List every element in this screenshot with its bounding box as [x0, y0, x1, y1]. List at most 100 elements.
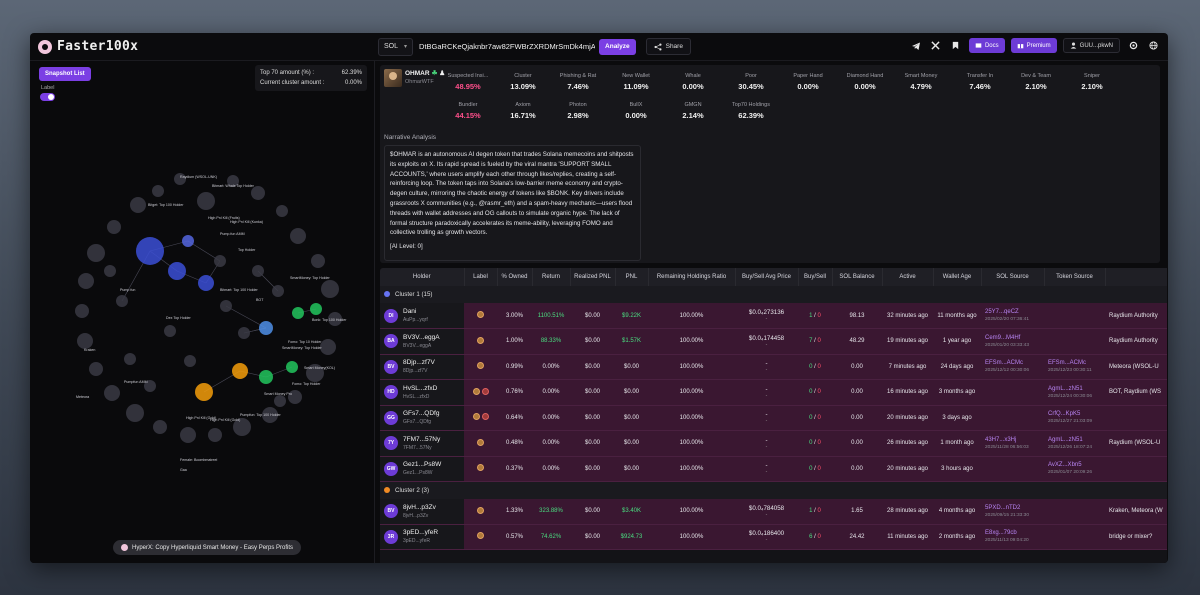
column-header[interactable]: Label	[464, 268, 498, 286]
holder-address[interactable]: 7FM7...57Ny	[403, 444, 432, 451]
column-header[interactable]: Return	[532, 268, 571, 286]
holder-bubble[interactable]	[195, 383, 213, 401]
column-header[interactable]: Token Source	[1044, 268, 1106, 286]
holder-bubble[interactable]	[116, 295, 128, 307]
holder-bubble[interactable]	[214, 255, 226, 267]
holder-bubble[interactable]	[220, 300, 232, 312]
column-header[interactable]: SOL Balance	[832, 268, 883, 286]
column-header[interactable]: Remaining Holdings Ratio	[648, 268, 736, 286]
holder-address[interactable]: Gez1...Ps8W	[403, 470, 433, 477]
holder-bubble[interactable]	[208, 428, 222, 442]
holder-name[interactable]: Dani	[403, 308, 417, 315]
sol-source-link[interactable]: Cem9...M4Hf	[985, 334, 1021, 341]
holder-bubble[interactable]	[182, 235, 194, 247]
holder-bubble[interactable]	[292, 307, 304, 319]
contract-address-input[interactable]	[419, 37, 596, 56]
holder-name[interactable]: 3pED...yfeR	[403, 529, 439, 537]
token-source-link[interactable]: AvXZ...Xbn5	[1048, 462, 1082, 469]
holder-bubble[interactable]	[144, 380, 156, 392]
holder-bubble[interactable]	[288, 390, 302, 404]
share-button[interactable]: Share	[645, 38, 691, 55]
cluster-row[interactable]: Cluster 1 (15)	[380, 286, 1167, 303]
holder-bubble[interactable]	[311, 254, 325, 268]
table-row[interactable]: GW Gez1...Ps8W Gez1...Ps8W 0.37% 0.00% $0.00 $…	[380, 456, 1167, 482]
premium-button[interactable]: Premium	[1010, 38, 1057, 53]
holder-bubble[interactable]	[104, 385, 120, 401]
analyze-button[interactable]: Analyze	[599, 38, 636, 55]
chain-select[interactable]: SOL ▾	[378, 37, 414, 56]
token-source-link[interactable]: EFSm...ACMc	[1048, 360, 1087, 367]
holder-bubble[interactable]	[328, 312, 342, 326]
holder-bubble[interactable]	[227, 175, 239, 187]
holder-name[interactable]: BV3V...eggA	[403, 333, 440, 341]
holder-name[interactable]: GFs7...QDfg	[403, 410, 440, 418]
holder-address[interactable]: GFs7...QDfg	[403, 419, 432, 426]
holder-bubble[interactable]	[238, 327, 250, 339]
holder-address[interactable]: 3pED...yfeR	[403, 538, 430, 545]
globe-icon[interactable]	[1146, 39, 1160, 53]
table-row[interactable]: BV 8jvH...p3Zv 8jvH...p3Zv 1.33% 323.88% $0.0…	[380, 498, 1167, 524]
holder-bubble[interactable]	[153, 420, 167, 434]
telegram-icon[interactable]	[909, 39, 923, 53]
holder-bubble[interactable]	[320, 339, 336, 355]
column-header[interactable]: Active	[882, 268, 934, 286]
token-source-link[interactable]: AgmL...zN51	[1048, 385, 1083, 392]
holder-bubble[interactable]	[75, 304, 89, 318]
holder-bubble[interactable]	[233, 418, 251, 436]
holder-bubble[interactable]	[130, 197, 146, 213]
table-row[interactable]: BA BV3V...eggA BV3V...eggA 1.00% 88.33% $0.00…	[380, 328, 1167, 354]
holder-address[interactable]: AuPp...yqrf	[403, 317, 428, 323]
docs-button[interactable]: Docs	[968, 38, 1005, 53]
holder-bubble[interactable]	[276, 205, 288, 217]
logo[interactable]: Faster100x	[38, 39, 378, 54]
holder-bubble[interactable]	[89, 362, 103, 376]
holder-bubble[interactable]	[321, 280, 339, 298]
sol-source-link[interactable]: 43H7...x3Hj	[985, 436, 1017, 443]
holder-bubble[interactable]	[180, 427, 196, 443]
holder-bubble[interactable]	[259, 321, 273, 335]
column-header[interactable]: PNL	[615, 268, 649, 286]
holder-bubble[interactable]	[78, 273, 94, 289]
holder-bubble[interactable]	[104, 265, 116, 277]
holder-bubble[interactable]	[251, 186, 265, 200]
sol-source-link[interactable]: E8xg...79cb	[985, 530, 1017, 537]
token-source-link[interactable]: AgmL...zN51	[1048, 436, 1083, 443]
holder-bubble[interactable]	[259, 370, 273, 384]
table-row[interactable]: DI Dani AuPp...yqrf 3.00% 1100.51% $0.00 $9.22…	[380, 303, 1167, 329]
sol-source-link[interactable]: 5PXD...nTD2	[985, 504, 1021, 511]
holder-bubble[interactable]	[184, 355, 196, 367]
holder-bubble[interactable]	[164, 325, 176, 337]
table-row[interactable]: 3R 3pED...yfeR 3pED...yfeR 0.57% 74.62% $0.00…	[380, 524, 1167, 550]
holder-bubble[interactable]	[274, 395, 286, 407]
holder-name[interactable]: 8Djp...zf7V	[403, 359, 435, 367]
column-header[interactable]: SOL Source	[981, 268, 1045, 286]
column-header[interactable]: Holder	[380, 268, 465, 286]
holder-address[interactable]: 8jvH...p3Zv	[403, 512, 429, 519]
column-header[interactable]: % Owned	[497, 268, 533, 286]
holder-name[interactable]: HvSL...zfxD	[403, 384, 438, 392]
wallet-button[interactable]: GUU...pkwN	[1062, 38, 1120, 53]
holder-bubble[interactable]	[286, 361, 298, 373]
table-row[interactable]: 7Y 7FM7...57Ny 7FM7...57Ny 0.48% 0.00% $0.00 $…	[380, 430, 1167, 456]
column-header[interactable]: Buy/Sell Avg Price	[735, 268, 799, 286]
holder-name[interactable]: 8jvH...p3Zv	[403, 503, 436, 511]
holder-bubble[interactable]	[232, 363, 248, 379]
snapshot-list-button[interactable]: Snapshot List	[39, 67, 91, 81]
x-icon[interactable]	[929, 39, 943, 53]
holder-bubble[interactable]	[252, 265, 264, 277]
holder-bubble[interactable]	[290, 228, 306, 244]
holder-name[interactable]: 7FM7...57Ny	[403, 435, 441, 443]
column-header[interactable]: Realized PNL	[570, 268, 616, 286]
ad-banner[interactable]: HyperX: Copy Hyperliquid Smart Money - E…	[113, 540, 302, 555]
bubble-map-graph[interactable]: Raydium (WSOL-UNK) Bitmart: Whale Top Hol…	[30, 101, 375, 531]
holder-bubble[interactable]	[124, 353, 136, 365]
sol-source-link[interactable]: EFSm...ACMc	[985, 360, 1024, 367]
holder-bubble[interactable]	[77, 333, 93, 349]
label-toggle[interactable]	[40, 93, 55, 101]
cluster-row[interactable]: Cluster 2 (3)	[380, 481, 1167, 499]
holder-bubble[interactable]	[306, 364, 324, 382]
holder-bubble[interactable]	[272, 285, 284, 297]
holder-address[interactable]: BV3V...eggA	[403, 342, 432, 349]
holder-address[interactable]: 8Djp...zf7V	[403, 368, 428, 375]
holder-bubble[interactable]	[87, 244, 105, 262]
